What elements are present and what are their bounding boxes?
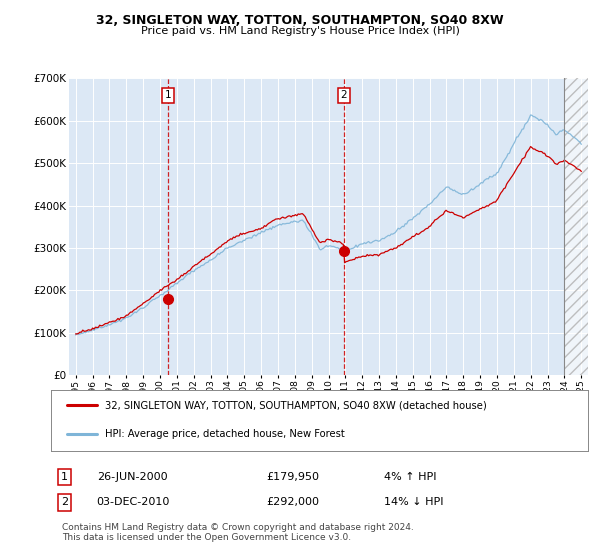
Text: 1: 1 bbox=[61, 472, 68, 482]
Text: 26-JUN-2000: 26-JUN-2000 bbox=[97, 472, 167, 482]
Text: 32, SINGLETON WAY, TOTTON, SOUTHAMPTON, SO40 8XW: 32, SINGLETON WAY, TOTTON, SOUTHAMPTON, … bbox=[96, 14, 504, 27]
Text: £179,950: £179,950 bbox=[266, 472, 319, 482]
Text: 2: 2 bbox=[341, 90, 347, 100]
Bar bbox=[565, 78, 590, 375]
Text: Price paid vs. HM Land Registry's House Price Index (HPI): Price paid vs. HM Land Registry's House … bbox=[140, 26, 460, 36]
Text: 03-DEC-2010: 03-DEC-2010 bbox=[97, 497, 170, 507]
Bar bbox=[168, 78, 344, 375]
Text: 4% ↑ HPI: 4% ↑ HPI bbox=[384, 472, 436, 482]
Text: 32, SINGLETON WAY, TOTTON, SOUTHAMPTON, SO40 8XW (detached house): 32, SINGLETON WAY, TOTTON, SOUTHAMPTON, … bbox=[105, 400, 487, 410]
Text: £292,000: £292,000 bbox=[266, 497, 319, 507]
Text: 2: 2 bbox=[61, 497, 68, 507]
Text: Contains HM Land Registry data © Crown copyright and database right 2024.
This d: Contains HM Land Registry data © Crown c… bbox=[62, 523, 413, 543]
Text: 1: 1 bbox=[165, 90, 172, 100]
Bar bbox=[565, 78, 590, 375]
Text: HPI: Average price, detached house, New Forest: HPI: Average price, detached house, New … bbox=[105, 429, 344, 439]
Text: 14% ↓ HPI: 14% ↓ HPI bbox=[384, 497, 443, 507]
